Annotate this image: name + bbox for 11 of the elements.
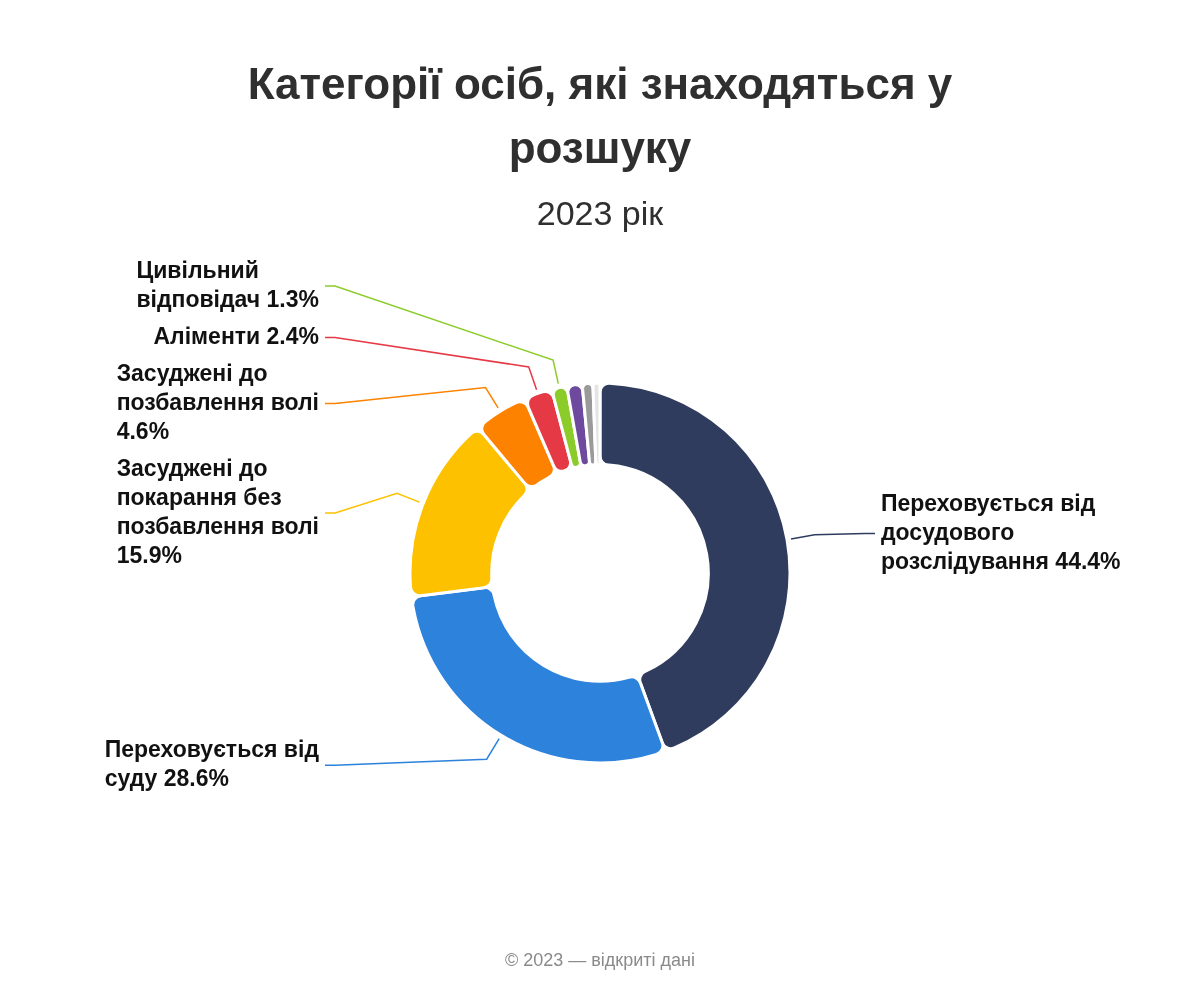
slice-label: Переховується від досудового розслідування 44.4% [881,489,1121,574]
data-label: 4.6% [116,417,170,444]
slice-label: Цивільний відповідач 1.3% [136,256,320,312]
slice-label: Засуджені до позбавлення волі [116,359,319,415]
chart-title: Категорії осіб, які знаходяться у розшуку [246,58,954,174]
text: © 2023 — відкриті дані [504,950,696,971]
slice-label: Переховується від суду 28.6% [104,736,320,792]
slice-label: Аліменти 2.4% [153,322,320,349]
chart-subtitle: 2023 рік [535,194,665,233]
slice-label: Засуджені до покарання без позбавлення волі [116,454,319,539]
data-label: 15.9% [116,541,182,568]
